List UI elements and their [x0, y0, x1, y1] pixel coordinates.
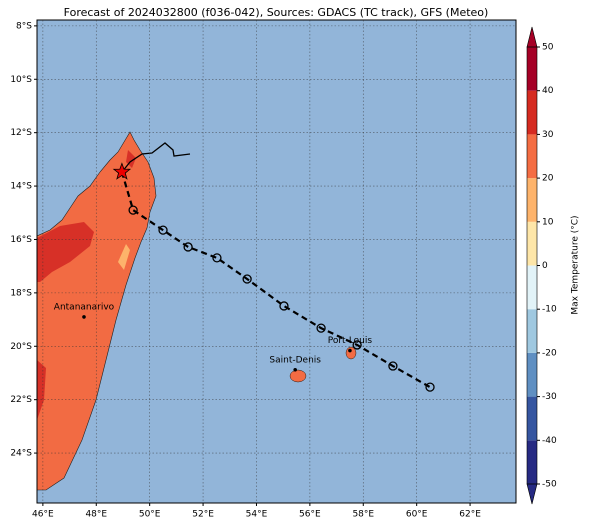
city-label: Saint-Denis [269, 355, 321, 365]
colorbar-tick-label: -50 [542, 480, 557, 490]
storm-position [316, 323, 326, 333]
colorbar-tick-label: -20 [542, 348, 557, 358]
y-tick-label: 24°S [10, 449, 32, 459]
x-tick-label: 56°E [299, 510, 321, 520]
colorbar-tick-label: -30 [542, 392, 557, 402]
colorbar-band [527, 396, 537, 441]
y-tick-label: 16°S [10, 235, 32, 245]
x-tick-label: 58°E [352, 510, 374, 520]
storm-position [352, 340, 362, 350]
x-tick-label: 46°E [32, 510, 54, 520]
forecast-track [120, 171, 431, 389]
x-tick-label: 60°E [406, 510, 428, 520]
storm-position [212, 253, 222, 263]
city-dot [293, 367, 297, 372]
y-tick-label: 8°S [16, 21, 32, 31]
colorbar-band [527, 265, 537, 310]
storm-position [112, 162, 132, 180]
colorbar-tick-label: 30 [542, 130, 554, 140]
y-tick-label: 20°S [10, 342, 32, 352]
colorbar-tick-label: 50 [542, 43, 554, 53]
city-dot [348, 348, 352, 353]
storm-position [388, 361, 398, 371]
storm-position [425, 382, 435, 392]
colorbar-tick-label: -40 [542, 436, 557, 446]
city-dot [82, 315, 86, 319]
colorbar-band [527, 90, 537, 135]
colorbar-band [527, 309, 537, 353]
colorbar-tick-label: 0 [542, 261, 548, 271]
colorbar-tick-label: 40 [542, 86, 554, 96]
storm-position [158, 225, 168, 235]
map-frame [36, 19, 517, 504]
storm-position [279, 301, 289, 311]
colorbar-tick-label: -10 [542, 305, 557, 315]
y-tick-label: 10°S [10, 75, 32, 85]
x-tick-label: 54°E [246, 510, 268, 520]
colorbar-band [527, 134, 537, 179]
city-label: Antananarivo [54, 302, 115, 312]
title: Forecast of 2024032800 (f036-042), Sourc… [64, 6, 489, 19]
storm-position [242, 274, 252, 284]
colorbar-band [527, 352, 537, 397]
storm-position [183, 242, 193, 252]
y-tick-label: 22°S [10, 395, 32, 405]
y-tick-label: 12°S [10, 128, 32, 138]
y-tick-label: 14°S [10, 182, 32, 192]
colorbar-band [527, 178, 537, 222]
colorbar-extend [526, 26, 538, 48]
colorbar-band [527, 440, 537, 484]
y-tick-label: 18°S [10, 288, 32, 298]
colorbar-tick-label: 10 [542, 217, 554, 227]
x-tick-label: 62°E [459, 510, 481, 520]
colorbar-tick-label: 20 [542, 174, 554, 184]
x-tick-label: 48°E [85, 510, 107, 520]
colorbar-band [527, 47, 537, 91]
colorbar-band [527, 221, 537, 266]
x-tick-label: 52°E [192, 510, 214, 520]
colorbar-label: Max Temperature (°C) [571, 215, 581, 314]
storm-position [128, 205, 138, 215]
colorbar-extend [526, 483, 538, 505]
city-label: Port-Louis [328, 336, 373, 346]
x-tick-label: 50°E [139, 510, 161, 520]
